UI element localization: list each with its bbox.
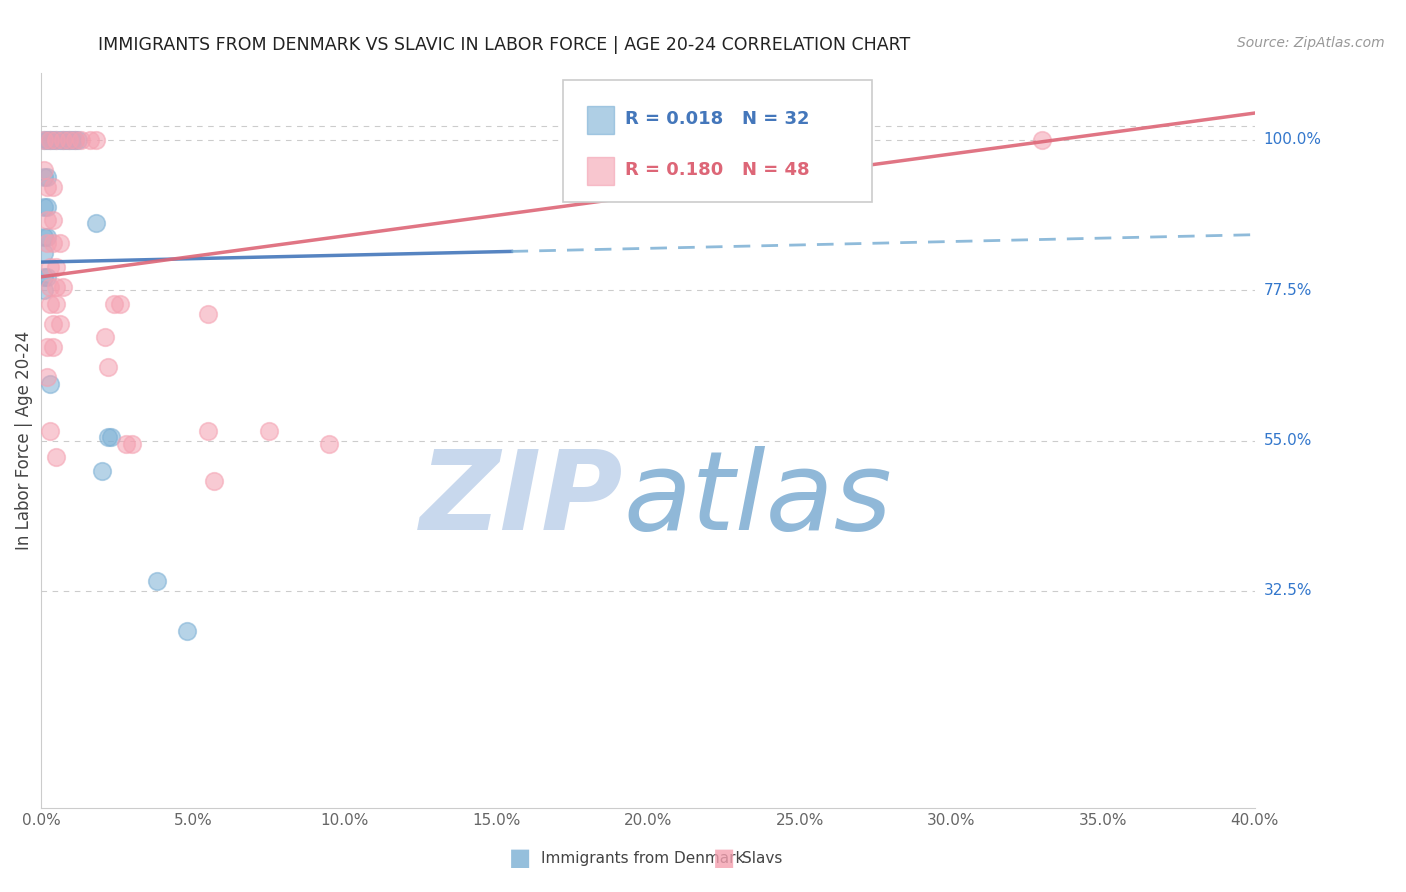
Point [202, 474, 225, 488]
Point [97, 430, 120, 444]
Point [55, 133, 77, 147]
Point [51, 280, 73, 294]
Text: 55.0%: 55.0% [1264, 433, 1312, 448]
Text: ■: ■ [713, 847, 735, 870]
Text: Immigrants from Denmark: Immigrants from Denmark [541, 851, 745, 865]
Point [34, 162, 56, 177]
Point [97, 359, 120, 374]
Point [34, 269, 56, 284]
Point [39, 376, 62, 391]
Text: R = 0.180   N = 48: R = 0.180 N = 48 [624, 161, 810, 179]
Point [37, 269, 59, 284]
Point [37, 370, 59, 384]
Point [45, 133, 67, 147]
Point [39, 133, 62, 147]
Text: Slavs: Slavs [742, 851, 783, 865]
Point [42, 213, 65, 227]
Text: 77.5%: 77.5% [1264, 283, 1312, 298]
Point [58, 133, 80, 147]
Point [37, 179, 59, 194]
Point [63, 133, 86, 147]
Point [197, 307, 219, 321]
Point [51, 133, 73, 147]
Point [34, 200, 56, 214]
Point [58, 133, 80, 147]
Point [37, 213, 59, 227]
Point [39, 424, 62, 438]
Point [37, 169, 59, 184]
Point [1031, 133, 1053, 147]
Point [42, 179, 65, 194]
Point [60, 133, 83, 147]
Point [34, 283, 56, 297]
Point [48, 317, 70, 331]
Point [176, 624, 198, 638]
Point [37, 340, 59, 354]
Point [84, 133, 107, 147]
Point [45, 280, 67, 294]
Point [94, 330, 117, 344]
Point [257, 424, 280, 438]
Point [37, 236, 59, 251]
Text: IMMIGRANTS FROM DENMARK VS SLAVIC IN LABOR FORCE | AGE 20-24 CORRELATION CHART: IMMIGRANTS FROM DENMARK VS SLAVIC IN LAB… [98, 36, 911, 54]
Point [39, 280, 62, 294]
Point [37, 200, 59, 214]
Text: 32.5%: 32.5% [1264, 583, 1312, 599]
Text: ZIP: ZIP [420, 446, 624, 553]
Text: atlas: atlas [624, 446, 893, 553]
Point [34, 229, 56, 244]
Point [45, 260, 67, 274]
Point [45, 133, 67, 147]
FancyBboxPatch shape [588, 157, 614, 185]
Point [37, 133, 59, 147]
Point [42, 133, 65, 147]
Point [84, 216, 107, 230]
Point [145, 574, 167, 588]
Point [42, 340, 65, 354]
Point [45, 450, 67, 465]
Point [318, 437, 340, 451]
Point [666, 133, 689, 147]
Point [63, 133, 86, 147]
Point [103, 296, 125, 310]
Point [39, 296, 62, 310]
Text: R = 0.018   N = 32: R = 0.018 N = 32 [624, 111, 810, 128]
Point [69, 133, 91, 147]
Point [42, 236, 65, 251]
Point [39, 133, 62, 147]
Point [34, 246, 56, 260]
Point [42, 317, 65, 331]
Point [197, 424, 219, 438]
Text: 100.0%: 100.0% [1264, 132, 1322, 147]
Point [48, 133, 70, 147]
Point [100, 430, 122, 444]
Y-axis label: In Labor Force | Age 20-24: In Labor Force | Age 20-24 [15, 331, 32, 550]
Point [79, 133, 101, 147]
Text: ■: ■ [509, 847, 531, 870]
Point [39, 260, 62, 274]
Point [51, 133, 73, 147]
Point [115, 437, 138, 451]
Point [34, 169, 56, 184]
Point [66, 133, 89, 147]
FancyBboxPatch shape [588, 106, 614, 134]
Point [108, 296, 131, 310]
Point [48, 236, 70, 251]
Point [37, 229, 59, 244]
Point [34, 133, 56, 147]
Text: Source: ZipAtlas.com: Source: ZipAtlas.com [1237, 36, 1385, 50]
Point [121, 437, 143, 451]
FancyBboxPatch shape [562, 80, 872, 202]
Point [34, 133, 56, 147]
Point [45, 296, 67, 310]
Point [91, 464, 114, 478]
